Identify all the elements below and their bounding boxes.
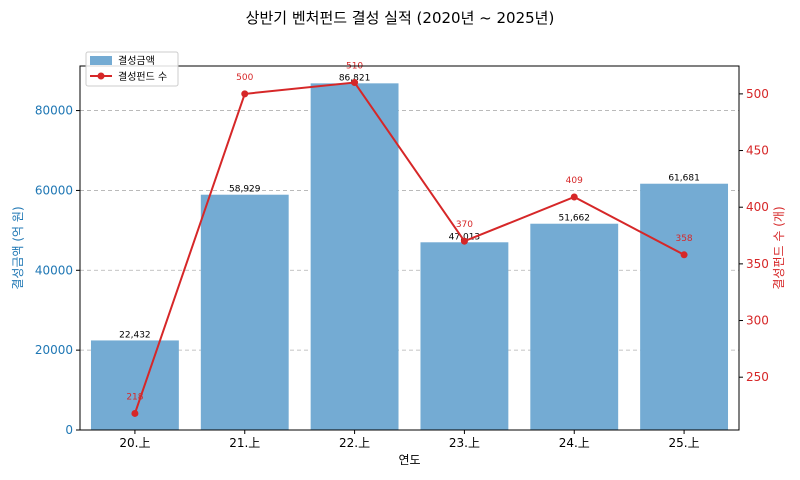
y-right-tick-label: 300	[746, 314, 769, 328]
bar-value-label: 86,821	[339, 73, 371, 83]
line-value-label: 218	[126, 392, 143, 402]
y-left-tick-label: 40000	[35, 263, 73, 277]
x-tick-label: 21.上	[229, 436, 260, 450]
line-value-labels: 218 500 510 370 409 358	[126, 62, 693, 403]
legend-label-bar: 결성금액	[118, 55, 155, 67]
bar	[530, 223, 619, 430]
legend-swatch-bar	[90, 56, 112, 65]
line-point	[351, 79, 359, 87]
line-value-label: 500	[236, 73, 253, 83]
chart-title: 상반기 벤처펀드 결성 실적 (2020년 ~ 2025년)	[246, 9, 555, 27]
plot-frame	[79, 65, 740, 431]
bar-series	[90, 83, 729, 430]
line-path	[133, 81, 685, 414]
line-point	[241, 90, 249, 98]
y-right-tick-label: 450	[746, 144, 769, 158]
y-left-tick-label: 80000	[35, 104, 73, 118]
bar-value-label: 47,013	[449, 232, 481, 242]
x-tick-label: 24.上	[559, 436, 590, 450]
grid-lines	[80, 110, 739, 351]
legend: 결성금액 결성펀드 수	[85, 51, 179, 87]
line-value-label: 510	[346, 62, 363, 72]
bar-value-label: 58,929	[229, 185, 261, 195]
line-value-label: 370	[456, 220, 473, 230]
bar	[200, 194, 289, 430]
bar-value-label: 22,432	[119, 330, 151, 340]
y-right-tick-label: 350	[746, 257, 769, 271]
legend-label-line: 결성펀드 수	[118, 71, 167, 83]
line-point	[570, 193, 578, 201]
axes: 20.上 21.上 22.上 23.上 24.上 25.上 0 20000 40000 60000…	[35, 87, 769, 450]
y-right-tick-label: 250	[746, 370, 769, 384]
line-value-label: 358	[675, 234, 692, 244]
x-axis-label: 연도	[398, 453, 420, 467]
bar	[420, 242, 509, 430]
bar-value-label: 51,662	[559, 214, 591, 224]
y-right-tick-label: 400	[746, 200, 769, 214]
bar-value-labels: 22,432 58,929 86,821 47,013 51,662 61,681	[119, 73, 700, 340]
x-tick-label: 23.上	[449, 436, 480, 450]
bar	[310, 83, 399, 430]
line-value-label: 409	[566, 176, 583, 186]
y-left-tick-label: 0	[65, 423, 73, 437]
line-point	[680, 251, 688, 259]
x-tick-label: 25.上	[669, 436, 700, 450]
x-tick-label: 20.上	[119, 436, 150, 450]
line-point	[131, 409, 139, 417]
y-left-tick-label: 60000	[35, 183, 73, 197]
y-axis-left-label: 결성금액 (억 원)	[11, 206, 25, 289]
bar	[640, 183, 729, 430]
legend-swatch-marker	[97, 72, 105, 80]
bar-value-label: 61,681	[668, 174, 700, 184]
y-right-tick-label: 500	[746, 87, 769, 101]
line-series	[131, 79, 688, 417]
y-axis-right-label: 결성펀드 수 (개)	[772, 206, 786, 289]
line-point	[460, 237, 468, 245]
y-left-tick-label: 20000	[35, 343, 73, 357]
x-tick-label: 22.上	[339, 436, 370, 450]
